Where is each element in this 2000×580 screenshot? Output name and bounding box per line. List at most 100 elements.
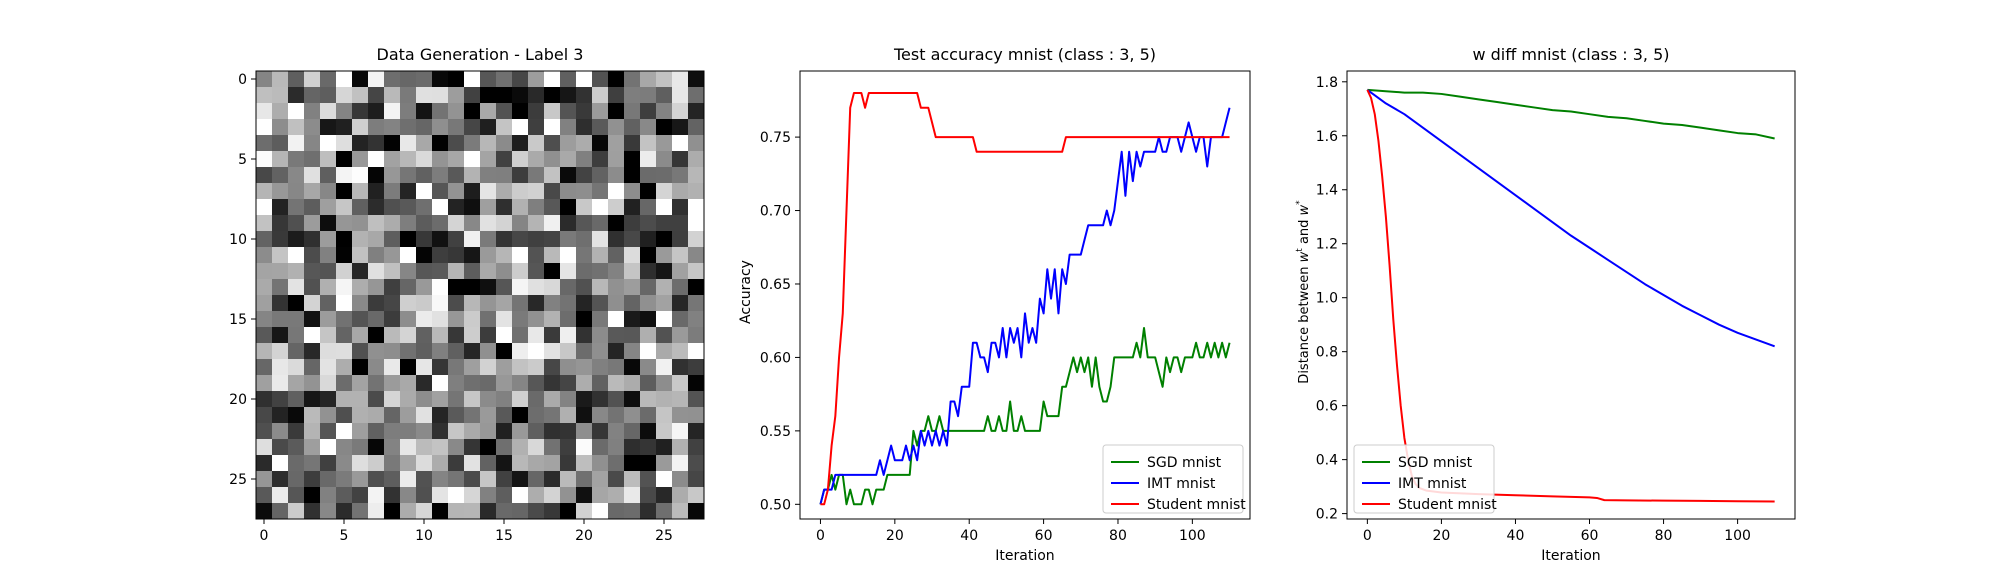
heatmap-cell [256, 455, 273, 472]
heatmap-cell [480, 87, 497, 104]
heatmap-cell [624, 87, 641, 104]
accuracy-x-ticks: 0 20 40 60 80 100 [816, 519, 1206, 544]
legend-label: Student mnist [1398, 497, 1497, 513]
heatmap-cell [352, 359, 369, 376]
heatmap-cell [320, 151, 337, 168]
heatmap-cell [464, 439, 481, 456]
heatmap-cell [560, 119, 577, 136]
heatmap-cell [464, 343, 481, 360]
heatmap-cell [608, 119, 625, 136]
heatmap-x-tick-label: 10 [415, 528, 433, 544]
y-tick-label: 1.2 [1316, 237, 1338, 253]
heatmap-cell [624, 503, 641, 520]
heatmap-cell [560, 247, 577, 264]
heatmap-cell [656, 471, 673, 488]
heatmap-cell [400, 407, 417, 424]
heatmap-cell [608, 247, 625, 264]
heatmap-cell [576, 359, 593, 376]
heatmap-cell [320, 119, 337, 136]
heatmap-cell [560, 87, 577, 104]
heatmap-cell [528, 247, 545, 264]
heatmap-cell [368, 231, 385, 248]
wdiff-ylabel-part: Distance between [1297, 262, 1312, 383]
heatmap-cell [576, 247, 593, 264]
heatmap-cell [480, 231, 497, 248]
heatmap-cell [544, 423, 561, 440]
heatmap-cell [592, 423, 609, 440]
heatmap-cell [576, 103, 593, 120]
heatmap-cell [496, 503, 513, 520]
heatmap-cell [368, 151, 385, 168]
heatmap-cell [688, 407, 705, 424]
heatmap-cell [608, 423, 625, 440]
heatmap-cell [432, 151, 449, 168]
heatmap-cell [576, 151, 593, 168]
heatmap-cell [608, 199, 625, 216]
heatmap-cell [608, 311, 625, 328]
heatmap-cell [368, 263, 385, 280]
heatmap-cell [272, 327, 289, 344]
heatmap-cell [384, 247, 401, 264]
heatmap-cell [416, 183, 433, 200]
heatmap-cell [320, 391, 337, 408]
heatmap-cell [656, 87, 673, 104]
heatmap-cell [560, 135, 577, 152]
heatmap-cell [688, 311, 705, 328]
heatmap-cell [576, 391, 593, 408]
heatmap-cell [480, 455, 497, 472]
heatmap-cell [384, 407, 401, 424]
heatmap-cell [416, 343, 433, 360]
heatmap-y-tick-label: 10 [229, 232, 247, 248]
heatmap-cell [528, 391, 545, 408]
heatmap-cell [432, 87, 449, 104]
heatmap-cell [688, 151, 705, 168]
heatmap-cell [352, 87, 369, 104]
heatmap-cell [448, 359, 465, 376]
heatmap-cell [464, 151, 481, 168]
heatmap-cell [512, 343, 529, 360]
heatmap-cell [304, 407, 321, 424]
heatmap-cell [512, 423, 529, 440]
heatmap-cell [672, 103, 689, 120]
heatmap-cell [384, 71, 401, 88]
heatmap-cell [256, 215, 273, 232]
heatmap-cell [368, 103, 385, 120]
heatmap-cell [288, 231, 305, 248]
heatmap-x-tick-label: 25 [655, 528, 673, 544]
y-tick-label: 0.50 [760, 497, 791, 513]
heatmap-cell [496, 167, 513, 184]
heatmap-cell [528, 135, 545, 152]
heatmap-cell [320, 183, 337, 200]
heatmap-cell [576, 135, 593, 152]
y-tick-label: 0.8 [1316, 345, 1338, 361]
heatmap-cell [272, 359, 289, 376]
heatmap-cell [576, 263, 593, 280]
heatmap-cell [592, 247, 609, 264]
legend-label: Student mnist [1147, 497, 1246, 513]
heatmap-cell [336, 247, 353, 264]
heatmap-cell [528, 119, 545, 136]
heatmap-cell [336, 215, 353, 232]
heatmap-cell [528, 503, 545, 520]
heatmap-cell [304, 343, 321, 360]
heatmap-cell [480, 343, 497, 360]
heatmap-cell [464, 311, 481, 328]
heatmap-cell [576, 215, 593, 232]
heatmap-cell [608, 151, 625, 168]
heatmap-cell [592, 407, 609, 424]
heatmap-cell [432, 487, 449, 504]
heatmap-cell [624, 151, 641, 168]
heatmap-cell [352, 407, 369, 424]
legend-label: IMT mnist [1398, 476, 1467, 492]
heatmap-cell [624, 71, 641, 88]
heatmap-cell [608, 167, 625, 184]
heatmap-cell [416, 87, 433, 104]
heatmap-cell [576, 231, 593, 248]
heatmap-cell [368, 311, 385, 328]
heatmap-cell [464, 423, 481, 440]
heatmap-cell [672, 407, 689, 424]
heatmap-cell [256, 279, 273, 296]
heatmap-cell [480, 199, 497, 216]
heatmap-cell [320, 375, 337, 392]
heatmap-cell [400, 439, 417, 456]
